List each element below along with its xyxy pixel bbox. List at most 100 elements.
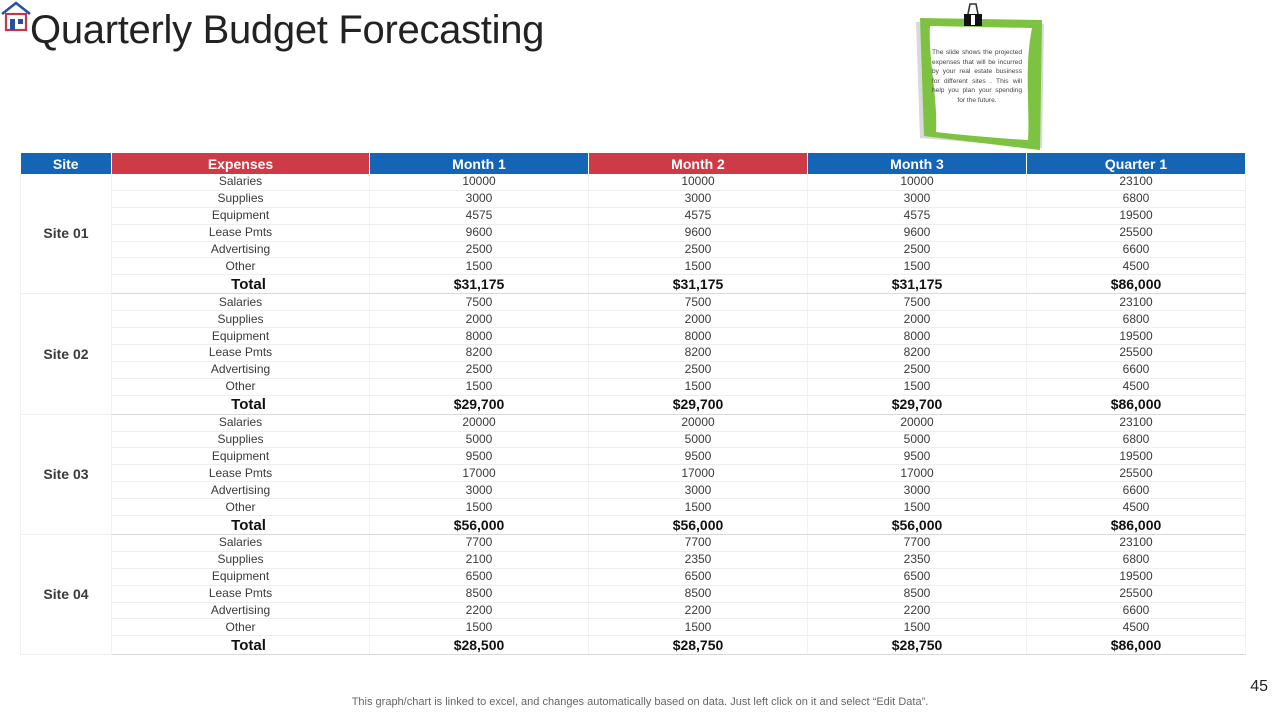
- table-cell: 20000: [369, 414, 589, 432]
- expense-label: Lease Pmts: [111, 224, 370, 242]
- table-cell: 2200: [588, 602, 808, 620]
- table-cell: 10000: [807, 174, 1027, 191]
- binder-clip-icon: [960, 2, 986, 32]
- house-icon: [0, 0, 32, 32]
- table-body: Site 01 Salaries 10000 10000 10000 23100 Suppl…: [20, 174, 1246, 656]
- table-cell: 4500: [1026, 378, 1246, 396]
- table-cell: 8500: [807, 585, 1027, 603]
- expense-label: Equipment: [111, 447, 370, 466]
- expense-label: Equipment: [111, 327, 370, 346]
- table-cell: 20000: [588, 414, 808, 432]
- table-cell: 3000: [588, 481, 808, 500]
- table-cell: 4575: [588, 207, 808, 225]
- table-cell: 6500: [369, 568, 589, 586]
- total-cell: $56,000: [369, 515, 589, 536]
- table-cell: 2200: [369, 602, 589, 620]
- total-cell: $29,700: [588, 395, 808, 415]
- table-cell: 2500: [588, 241, 808, 259]
- table-row: Advertising 2500 2500 2500 6600: [21, 361, 1246, 379]
- table-cell: 10000: [588, 174, 808, 191]
- table-cell: 6500: [807, 568, 1027, 586]
- table-row: Other 1500 1500 1500 4500: [21, 257, 1246, 276]
- table-cell: 1500: [588, 498, 808, 517]
- table-cell: 9500: [588, 447, 808, 466]
- table-cell: 2500: [369, 361, 589, 379]
- sticky-note: The slide shows the projected expenses t…: [912, 3, 1048, 154]
- expense-label: Supplies: [111, 310, 370, 329]
- table-row: Site 01 Salaries 10000 10000 10000 23100: [20, 174, 1246, 295]
- table-row: Equipment 8000 8000 8000 19500: [21, 327, 1246, 346]
- expense-label: Equipment: [111, 207, 370, 225]
- expense-label: Lease Pmts: [111, 344, 370, 362]
- total-label: Total: [111, 395, 370, 415]
- expense-label: Salaries: [111, 534, 370, 552]
- footer-note: This graph/chart is linked to excel, and…: [351, 696, 929, 708]
- table-row: Other 1500 1500 1500 4500: [21, 378, 1246, 396]
- table-cell: 1500: [807, 498, 1027, 517]
- table-cell: 6600: [1026, 481, 1246, 500]
- table-cell: 1500: [588, 618, 808, 637]
- table-cell: 6500: [588, 568, 808, 586]
- total-label: Total: [111, 515, 370, 536]
- expense-label: Advertising: [111, 481, 370, 500]
- table-cell: 23100: [1026, 174, 1246, 191]
- table-cell: 2500: [588, 361, 808, 379]
- table-cell: 25500: [1026, 464, 1246, 483]
- site-label: Site 04: [20, 534, 112, 656]
- expense-label: Supplies: [111, 190, 370, 208]
- table-row: Equipment 4575 4575 4575 19500: [21, 207, 1246, 225]
- total-cell: $31,175: [369, 274, 589, 295]
- table-cell: 9500: [369, 447, 589, 466]
- total-cell: $29,700: [807, 395, 1027, 415]
- table-cell: 5000: [369, 431, 589, 449]
- expense-label: Supplies: [111, 551, 370, 569]
- header-month-3: Month 3: [807, 153, 1027, 174]
- table-cell: 2000: [588, 310, 808, 329]
- page-title: Quarterly Budget Forecasting: [30, 8, 545, 52]
- total-cell: $86,000: [1026, 395, 1246, 415]
- table-cell: 10000: [369, 174, 589, 191]
- table-cell: 9600: [807, 224, 1027, 242]
- total-cell: $31,175: [588, 274, 808, 295]
- table-cell: 6600: [1026, 241, 1246, 259]
- expense-label: Advertising: [111, 361, 370, 379]
- total-cell: $29,700: [369, 395, 589, 415]
- table-cell: 19500: [1026, 447, 1246, 466]
- expense-label: Salaries: [111, 174, 370, 191]
- table-row: Equipment 6500 6500 6500 19500: [21, 568, 1246, 586]
- total-row: Total $29,700 $29,700 $29,700 $86,000: [21, 395, 1246, 415]
- table-cell: 6800: [1026, 551, 1246, 569]
- table-cell: 4500: [1026, 498, 1246, 517]
- expense-label: Other: [111, 618, 370, 637]
- table-row: Supplies 3000 3000 3000 6800: [21, 190, 1246, 208]
- table-cell: 7500: [807, 293, 1027, 312]
- table-cell: 2000: [369, 310, 589, 329]
- table-cell: 4575: [369, 207, 589, 225]
- table-cell: 2350: [807, 551, 1027, 569]
- table-cell: 23100: [1026, 534, 1246, 552]
- table-cell: 6800: [1026, 190, 1246, 208]
- table-row: Lease Pmts 8500 8500 8500 25500: [21, 585, 1246, 603]
- table-cell: 7500: [588, 293, 808, 312]
- table-cell: 5000: [807, 431, 1027, 449]
- total-cell: $28,500: [369, 635, 589, 656]
- table-cell: 8200: [588, 344, 808, 362]
- table-row: Lease Pmts 17000 17000 17000 25500: [21, 464, 1246, 483]
- table-cell: 1500: [369, 257, 589, 276]
- total-row: Total $28,500 $28,750 $28,750 $86,000: [21, 635, 1246, 656]
- table-row: Advertising 3000 3000 3000 6600: [21, 481, 1246, 500]
- expense-label: Other: [111, 257, 370, 276]
- table-cell: 8000: [369, 327, 589, 346]
- site-label: Site 03: [20, 414, 112, 536]
- expense-label: Lease Pmts: [111, 464, 370, 483]
- site-label: Site 01: [20, 174, 112, 295]
- table-cell: 6600: [1026, 602, 1246, 620]
- total-cell: $86,000: [1026, 635, 1246, 656]
- table-cell: 2350: [588, 551, 808, 569]
- table-cell: 25500: [1026, 224, 1246, 242]
- table-cell: 8200: [369, 344, 589, 362]
- table-cell: 2200: [807, 602, 1027, 620]
- header-quarter-1: Quarter 1: [1026, 153, 1246, 174]
- table-row: Lease Pmts 8200 8200 8200 25500: [21, 344, 1246, 362]
- table-cell: 1500: [807, 378, 1027, 396]
